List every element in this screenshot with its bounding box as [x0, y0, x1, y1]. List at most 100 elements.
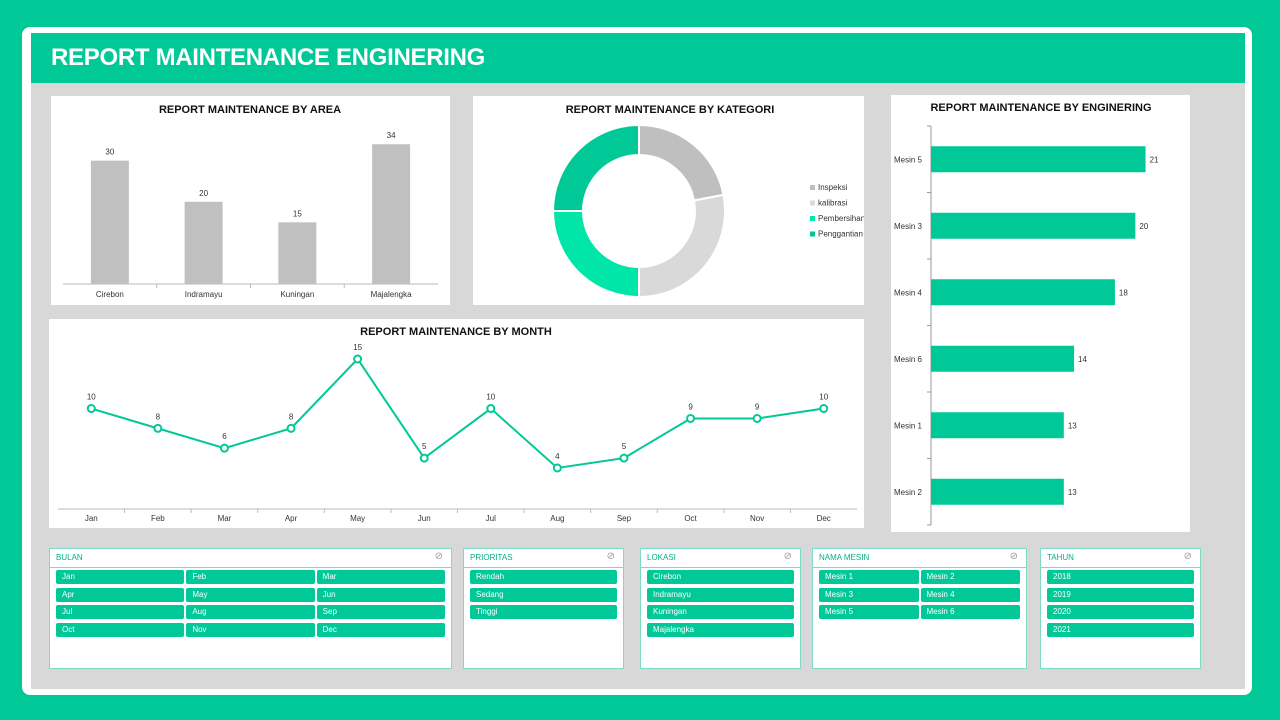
data-label: 15 — [353, 343, 362, 352]
data-label: 6 — [222, 432, 227, 441]
y-tick-label: Mesin 6 — [894, 355, 923, 364]
slicer-header: BULAN ⊘ — [50, 549, 451, 568]
slicer-item[interactable]: Mesin 3 — [819, 587, 919, 602]
kategori-chart-panel: REPORT MAINTENANCE BY KATEGORI Inspeksi ka… — [473, 96, 865, 305]
slicer-header: LOKASI ⊘ — [641, 549, 800, 568]
slicer-item[interactable]: 2018 — [1047, 570, 1194, 584]
slicer-item[interactable]: Aug — [186, 605, 315, 619]
slicer-item[interactable]: Mesin 6 — [920, 605, 1020, 619]
slicer-item[interactable]: Apr — [56, 587, 185, 602]
slicer-item[interactable]: Mesin 1 — [819, 570, 919, 584]
legend-label: Pembersihan — [818, 214, 864, 223]
slicer-item[interactable]: Cirebon — [647, 570, 794, 584]
slicer-item[interactable]: Kuningan — [647, 605, 794, 619]
x-tick-label: May — [350, 514, 365, 523]
x-tick-label: Dec — [817, 514, 831, 523]
slicer-item[interactable]: Sep — [316, 605, 445, 619]
slice-pembersihan — [551, 210, 640, 299]
slice-kalibrasi — [638, 193, 726, 299]
slicer-prioritas: PRIORITAS ⊘ Rendah Sedang Tinggi — [463, 548, 624, 669]
slicer-item[interactable]: Dec — [316, 622, 445, 637]
kategori-chart: REPORT MAINTENANCE BY KATEGORI Inspeksi ka… — [551, 104, 865, 299]
point-jan — [86, 404, 96, 414]
slicer-title: TAHUN — [1047, 553, 1074, 562]
data-label: 10 — [486, 393, 495, 402]
data-label: 34 — [387, 131, 396, 140]
legend-label: Inspeksi — [818, 183, 848, 192]
slicer-header: PRIORITAS ⊘ — [464, 549, 623, 568]
slicer-item[interactable]: Indramayu — [647, 587, 794, 602]
slicer-item[interactable]: 2019 — [1047, 587, 1194, 602]
clear-filter-icon[interactable]: ⊘ — [783, 551, 792, 562]
data-label: 8 — [156, 412, 161, 421]
slicer-item[interactable]: Feb — [186, 570, 315, 584]
slicer-item[interactable]: Tinggi — [470, 605, 617, 619]
x-tick-label: Mar — [218, 514, 232, 523]
point-oct — [686, 413, 696, 423]
bar-mesin-4 — [931, 279, 1115, 306]
clear-filter-icon[interactable]: ⊘ — [1183, 551, 1192, 562]
bar-kuningan — [278, 222, 317, 284]
x-tick-label: Apr — [285, 514, 298, 523]
clear-filter-icon[interactable]: ⊘ — [1009, 551, 1018, 562]
slicer-item[interactable]: 2021 — [1047, 622, 1194, 637]
slicer-title: PRIORITAS — [470, 553, 513, 562]
slicer-item[interactable]: Jan — [56, 570, 185, 584]
slicer-lokasi: LOKASI ⊘ Cirebon Indramayu Kuningan Majalengk… — [640, 548, 801, 669]
slicer-item[interactable]: 2020 — [1047, 605, 1194, 619]
bar-indramayu — [184, 201, 223, 284]
x-tick-label: Nov — [750, 514, 764, 523]
clear-filter-icon[interactable]: ⊘ — [606, 551, 615, 562]
legend-label: Penggantian — [818, 230, 863, 239]
x-tick-label: Majalengka — [371, 290, 412, 299]
slicer-header: TAHUN ⊘ — [1041, 549, 1200, 568]
data-label: 9 — [755, 402, 760, 411]
data-label: 9 — [688, 402, 693, 411]
slicer-item[interactable]: Mesin 4 — [920, 587, 1020, 602]
slicer-item[interactable]: Oct — [56, 622, 185, 637]
bar-cirebon — [90, 160, 129, 284]
point-mar — [219, 443, 229, 453]
enginering-chart: REPORT MAINTENANCE BY ENGINERING Mesin 5 2… — [894, 102, 1159, 526]
point-jun — [419, 453, 429, 463]
data-label: 13 — [1068, 488, 1077, 497]
slicer-item[interactable]: Mar — [316, 570, 445, 584]
point-may — [353, 354, 363, 364]
data-label: 10 — [87, 393, 96, 402]
slicer-item[interactable]: May — [186, 587, 315, 602]
slicer-item[interactable]: Nov — [186, 622, 315, 637]
point-jul — [486, 404, 496, 414]
legend-swatch — [810, 216, 815, 221]
slicer-item[interactable]: Mesin 2 — [920, 570, 1020, 584]
y-tick-label: Mesin 4 — [894, 288, 923, 297]
x-tick-label: Indramayu — [185, 290, 223, 299]
y-tick-label: Mesin 2 — [894, 488, 923, 497]
month-chart: REPORT MAINTENANCE BY MONTH 10 Jan 8 Feb 6 Mar… — [58, 326, 857, 523]
slicer-item[interactable]: Rendah — [470, 570, 617, 584]
slicer-item[interactable]: Sedang — [470, 587, 617, 602]
point-sep — [619, 453, 629, 463]
data-label: 10 — [819, 393, 828, 402]
y-tick-label: Mesin 3 — [894, 222, 923, 231]
clear-filter-icon[interactable]: ⊘ — [434, 551, 443, 562]
slicer-item[interactable]: Mesin 5 — [819, 605, 919, 619]
x-tick-label: Jan — [85, 514, 98, 523]
month-chart-panel: REPORT MAINTENANCE BY MONTH 10 Jan 8 Feb 6 Mar… — [49, 319, 864, 528]
chart-title: REPORT MAINTENANCE BY ENGINERING — [930, 102, 1151, 114]
x-tick-label: Feb — [151, 514, 165, 523]
data-label: 14 — [1078, 355, 1087, 364]
slicer-item[interactable]: Majalengka — [647, 622, 794, 637]
slicer-item[interactable]: Jul — [56, 605, 185, 619]
x-tick-label: Cirebon — [96, 290, 124, 299]
point-feb — [153, 423, 163, 433]
slicer-title: BULAN — [56, 553, 83, 562]
x-tick-label: Jun — [418, 514, 431, 523]
data-label: 8 — [289, 412, 294, 421]
page-title: REPORT MAINTENANCE ENGINERING — [51, 44, 485, 71]
slicer-item[interactable]: Jun — [316, 587, 445, 602]
header-bar: REPORT MAINTENANCE ENGINERING — [31, 33, 1245, 83]
bar-mesin-1 — [931, 412, 1064, 439]
bar-mesin-5 — [931, 146, 1146, 173]
legend-swatch — [810, 185, 815, 190]
